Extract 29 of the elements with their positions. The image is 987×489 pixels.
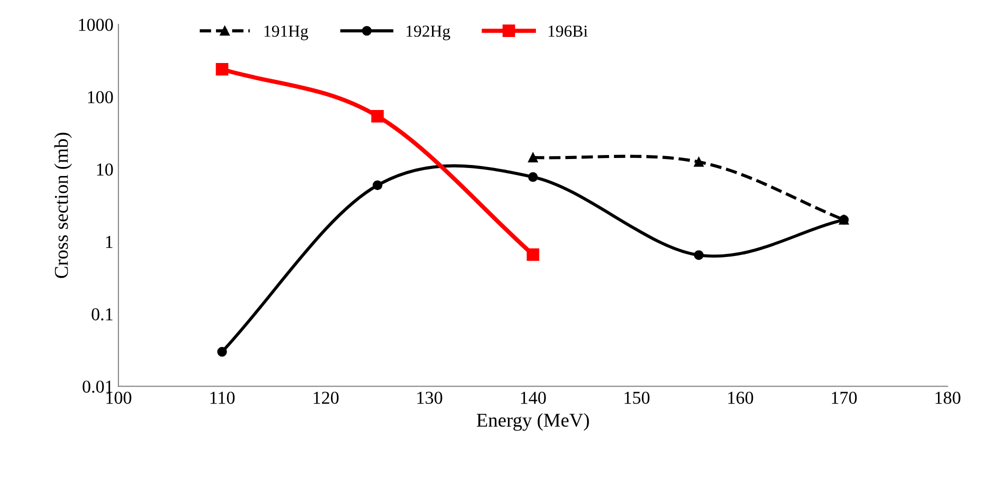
legend-label: 192Hg [406,26,450,40]
point [694,157,704,167]
x-tick-label: 130 [417,392,442,404]
x-tick-label: 170 [832,392,857,404]
point [372,180,382,190]
point [528,152,538,162]
y-tick-label: 0.01 [82,380,112,393]
y-tick-label: 0.1 [92,308,112,320]
point [526,248,540,261]
point [694,250,704,260]
x-tick-label: 150 [624,392,650,404]
x-tick-label: 160 [728,392,754,404]
x-tick-label: 120 [314,392,339,404]
y-axis-title: Cross section (mb) [54,132,72,278]
legend-label: 191Hg [264,26,308,40]
x-tick-label: 180 [936,392,960,404]
point [216,63,228,76]
x-axis-title: Energy (MeV) [476,413,589,431]
point [371,110,384,122]
x-tick-label: 100 [106,392,132,404]
legend-label: 196Bi [548,26,588,37]
y-tick-label: 1 [106,236,112,248]
y-tick-label: 1000 [79,18,113,31]
y-tick-label: 10 [97,163,113,176]
x-tick-label: 110 [210,392,235,404]
x-tick-label: 140 [521,392,546,404]
point [528,172,538,182]
point [217,346,227,357]
y-tick-label: 100 [88,91,113,104]
